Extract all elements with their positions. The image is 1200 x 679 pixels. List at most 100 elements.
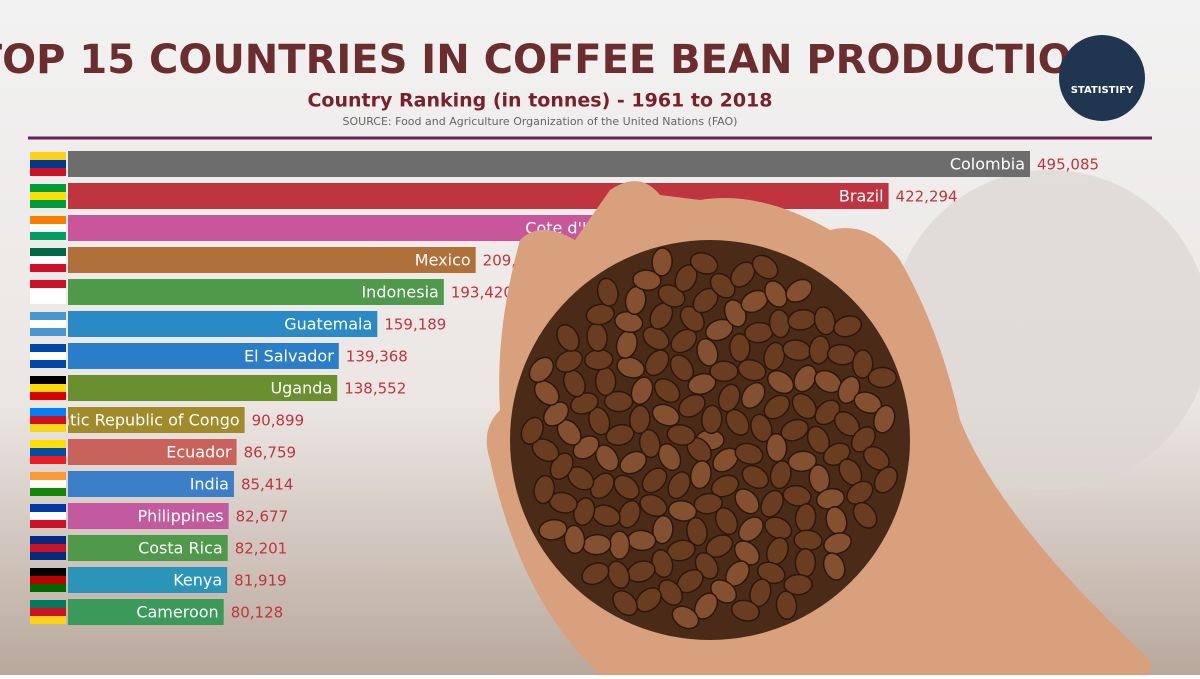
logo-text: STATISTIFY (1071, 85, 1134, 96)
flag-stripe (30, 568, 66, 576)
logo (1059, 35, 1145, 121)
flag-stripe (30, 544, 66, 552)
bar (68, 375, 338, 401)
category-label: Uganda (270, 379, 332, 398)
flag-stripe (30, 152, 66, 160)
bean (813, 306, 836, 336)
bean (763, 341, 786, 371)
bean (734, 442, 764, 465)
bean (751, 254, 779, 280)
bean (618, 499, 641, 529)
bean (710, 474, 740, 498)
bean (730, 599, 760, 622)
bean (741, 464, 770, 490)
bean (667, 499, 698, 522)
bean (612, 590, 638, 617)
flag-stripe (30, 320, 66, 328)
value-label: 86,759 (244, 444, 297, 462)
flag-stripe (30, 440, 66, 448)
bean (846, 480, 874, 505)
flag-stripe (30, 376, 66, 384)
bean (653, 378, 681, 404)
bean (714, 506, 739, 536)
flag-stripe (30, 616, 66, 624)
flag-stripe (30, 456, 66, 464)
bean (764, 280, 788, 308)
bar (68, 311, 378, 337)
bar (68, 407, 245, 433)
bean (764, 516, 793, 540)
bean (851, 349, 874, 379)
category-label: Kenya (173, 571, 222, 590)
hand-image (486, 181, 1151, 675)
bean (780, 418, 809, 442)
bean (533, 379, 560, 406)
category-label: El Salvador (244, 347, 334, 366)
bean (783, 573, 813, 596)
flag-stripe (30, 360, 66, 368)
bean (651, 403, 681, 427)
flag-stripe (30, 248, 66, 256)
bean (638, 428, 661, 459)
category-label: Ecuador (166, 443, 232, 462)
chart-subtitle: Country Ranking (in tonnes) - 1961 to 20… (307, 90, 772, 112)
category-label: Costa Rica (138, 539, 223, 558)
bar (68, 535, 228, 561)
bean (595, 444, 620, 472)
bean (603, 390, 634, 413)
flag-stripe (30, 584, 66, 592)
bean (734, 488, 760, 515)
flag-stripe (30, 424, 66, 432)
flag-stripe (30, 408, 66, 416)
bean (596, 277, 619, 307)
bean (873, 466, 898, 494)
bean (700, 404, 723, 435)
bean (689, 251, 719, 275)
category-label: India (190, 475, 229, 494)
bean (737, 359, 767, 382)
flag-stripe (30, 216, 66, 224)
bean (873, 404, 896, 434)
category-label: Cameroon (136, 603, 218, 622)
bean (775, 590, 798, 620)
bean (589, 472, 615, 500)
bean (658, 579, 683, 606)
flags (30, 152, 66, 624)
bean (769, 460, 792, 490)
flag-stripe (30, 352, 66, 360)
bean (687, 372, 717, 396)
bean (613, 474, 640, 500)
bar (68, 599, 224, 625)
flag-stripe (30, 224, 66, 232)
bean (657, 443, 682, 472)
flag-stripe (30, 520, 66, 528)
bean (787, 450, 818, 473)
bean (581, 562, 610, 586)
flag-stripe (30, 416, 66, 424)
bean (605, 423, 635, 446)
bean (607, 560, 631, 590)
value-label: 82,201 (235, 540, 288, 558)
flag-stripe (30, 280, 66, 288)
bean (709, 360, 739, 382)
category-label: Colombia (950, 155, 1025, 174)
flag-stripe (30, 296, 66, 304)
bean (669, 354, 695, 382)
flag-stripe (30, 536, 66, 544)
bean (644, 349, 670, 377)
bean (641, 467, 668, 494)
flag-stripe (30, 448, 66, 456)
bean (542, 401, 570, 427)
bean (666, 424, 696, 446)
bar (68, 151, 1030, 177)
bean (585, 303, 615, 326)
bar (68, 503, 229, 529)
bean (626, 529, 657, 552)
bean (670, 328, 698, 354)
bean (737, 516, 764, 543)
flag-stripe (30, 200, 66, 208)
bean (528, 356, 555, 383)
bean (678, 393, 706, 418)
